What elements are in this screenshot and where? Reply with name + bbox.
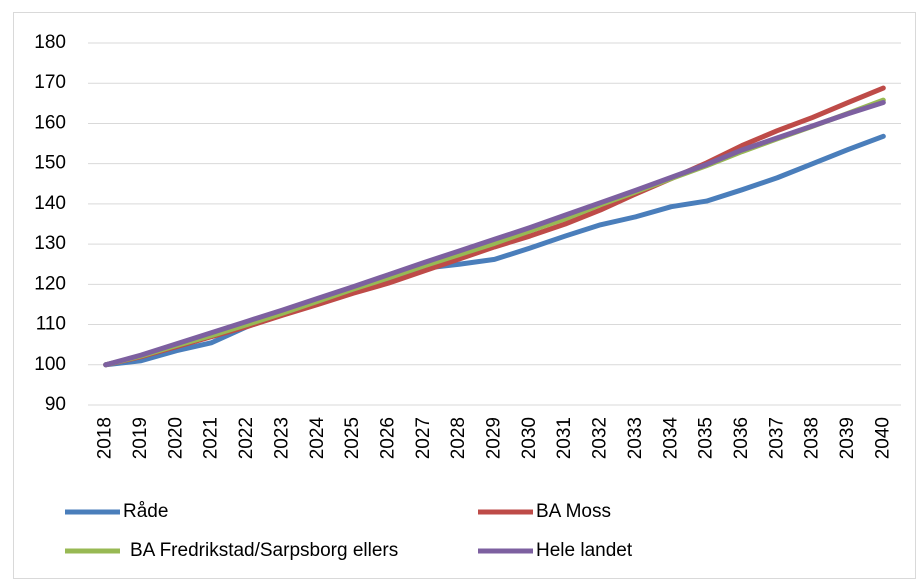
y-tick-label: 110	[36, 314, 66, 335]
chart-frame	[13, 12, 916, 579]
y-tick-label: 140	[34, 193, 66, 214]
legend-label: BA Moss	[536, 501, 611, 522]
x-tick-label: 2040	[872, 417, 893, 459]
x-tick-label: 2025	[342, 417, 363, 459]
x-tick-label: 2028	[448, 417, 469, 459]
y-tick-label: 150	[34, 153, 66, 174]
x-tick-label: 2023	[271, 417, 292, 459]
x-tick-label: 2021	[201, 417, 222, 459]
y-tick-label: 100	[34, 354, 66, 375]
x-tick-label: 2034	[660, 417, 681, 460]
y-tick-label: 180	[34, 32, 66, 53]
y-tick-label: 170	[34, 72, 66, 93]
legend-label: BA Fredrikstad/Sarpsborg ellers	[130, 540, 398, 561]
legend-label: Råde	[123, 501, 168, 522]
x-tick-label: 2030	[519, 417, 540, 459]
series-line	[103, 100, 886, 368]
x-tick-label: 2022	[236, 417, 257, 459]
y-tick-label: 160	[34, 112, 66, 133]
x-tick-label: 2031	[554, 417, 575, 459]
x-tick-label: 2039	[837, 417, 858, 459]
x-tick-label: 2019	[130, 417, 151, 459]
x-tick-label: 2038	[802, 417, 823, 459]
x-tick-label: 2033	[625, 417, 646, 459]
x-tick-label: 2026	[377, 417, 398, 459]
y-tick-label: 120	[34, 273, 66, 294]
y-tick-label: 90	[45, 394, 66, 415]
x-tick-label: 2020	[165, 417, 186, 459]
x-tick-label: 2027	[413, 417, 434, 459]
x-tick-label: 2032	[590, 417, 611, 459]
legend-label: Hele landet	[536, 540, 633, 561]
y-tick-label: 130	[34, 233, 66, 254]
x-tick-label: 2029	[484, 417, 505, 459]
x-tick-label: 2036	[731, 417, 752, 459]
x-tick-label: 2024	[307, 417, 328, 460]
x-tick-label: 2018	[95, 417, 116, 459]
x-tick-label: 2037	[766, 417, 787, 459]
x-tick-label: 2035	[696, 417, 717, 459]
